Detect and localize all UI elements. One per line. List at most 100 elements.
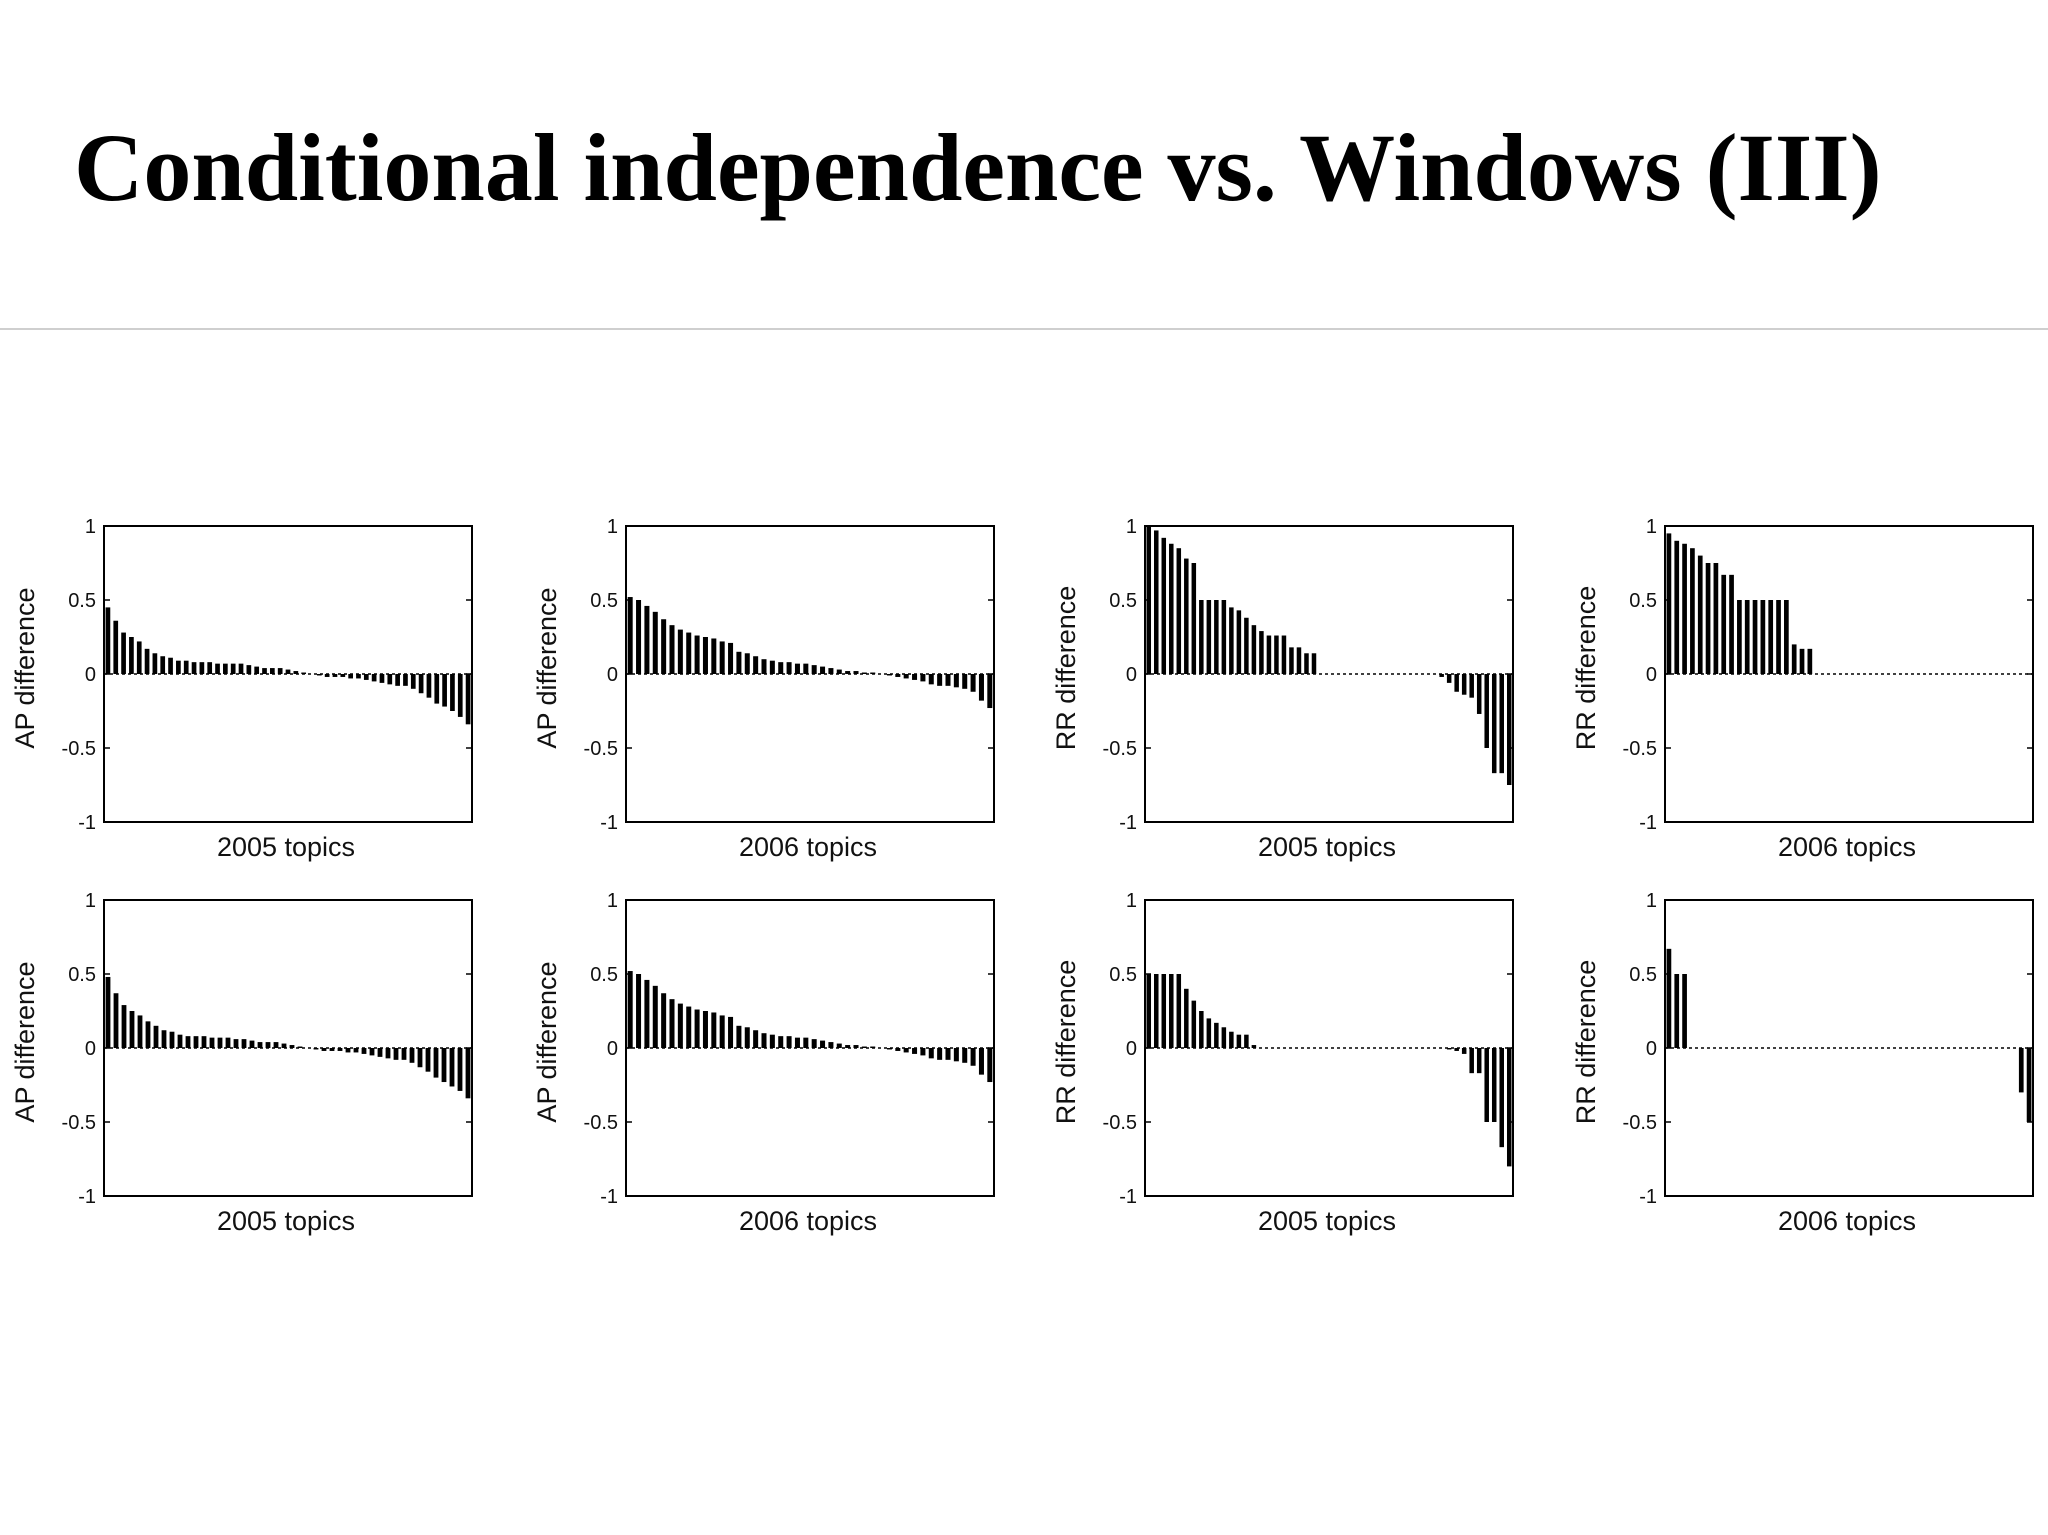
bar — [1274, 635, 1279, 674]
bar — [702, 637, 708, 674]
y-tick-label: -1 — [600, 1186, 618, 1208]
bar — [332, 674, 338, 677]
bar — [225, 1037, 231, 1048]
bar — [1221, 1027, 1227, 1048]
bar — [920, 1048, 926, 1056]
bar — [636, 974, 642, 1048]
bar — [433, 1048, 439, 1078]
y-tick-label: 0 — [85, 1038, 96, 1060]
bar — [1491, 1048, 1497, 1122]
bar — [238, 663, 244, 674]
bar — [1281, 635, 1287, 674]
bar — [1721, 574, 1727, 674]
bar — [627, 971, 633, 1048]
bar — [661, 993, 667, 1048]
y-tick-label: 1 — [607, 516, 618, 538]
y-axis-label: RR difference — [1051, 960, 1081, 1125]
bar — [962, 1048, 968, 1063]
bar — [761, 659, 767, 674]
bar-chart-1: 1 0.5 0 -0.5 -1 2005 topics AP difference — [10, 516, 473, 862]
bar — [811, 665, 817, 674]
bar — [978, 674, 984, 701]
bar — [324, 674, 330, 677]
bar — [233, 1039, 239, 1048]
bar — [711, 638, 717, 674]
bar — [644, 605, 650, 674]
y-tick-label: 1 — [1646, 516, 1657, 538]
bar — [457, 674, 463, 717]
bar — [861, 1046, 867, 1048]
bar — [1737, 600, 1742, 674]
bar — [403, 674, 408, 686]
bar — [363, 674, 369, 680]
bar — [886, 1048, 892, 1050]
y-axis-label: RR difference — [1051, 586, 1081, 751]
bar — [1446, 1048, 1452, 1050]
y-tick-label: 0 — [1126, 1038, 1137, 1060]
bar — [161, 1030, 167, 1048]
bar — [262, 668, 267, 674]
bar — [811, 1039, 817, 1048]
bar — [1296, 647, 1302, 674]
bar — [945, 1048, 951, 1060]
y-tick-label: -0.5 — [1623, 1112, 1657, 1134]
bar-chart-7: 1 0.5 0 -0.5 -1 2005 topics RR difference — [1051, 890, 1514, 1236]
bar — [293, 671, 299, 674]
bar — [183, 660, 189, 674]
bar — [1484, 1048, 1489, 1122]
bar — [273, 1042, 279, 1048]
bar — [450, 674, 455, 711]
y-tick-label: -0.5 — [1103, 738, 1137, 760]
bar — [129, 1011, 135, 1048]
bar — [152, 653, 158, 674]
y-tick-label: 0.5 — [1629, 964, 1657, 986]
bar — [794, 1037, 800, 1048]
bar — [1169, 974, 1174, 1048]
bar — [1154, 530, 1159, 674]
bar — [345, 1048, 351, 1053]
bar — [193, 1036, 199, 1048]
bar — [168, 657, 173, 674]
bar — [1744, 600, 1750, 674]
bar — [1221, 600, 1227, 674]
bar — [418, 674, 424, 694]
title-divider — [0, 328, 2048, 330]
bar — [937, 1048, 943, 1060]
bar — [1666, 948, 1672, 1048]
bar — [945, 674, 951, 686]
bar-chart-6: 1 0.5 0 -0.5 -1 2006 topics AP difference — [532, 890, 995, 1236]
bar — [457, 1048, 463, 1091]
bar — [1491, 674, 1497, 774]
bar — [728, 1016, 734, 1048]
bar — [1259, 631, 1264, 674]
bar — [361, 1048, 367, 1054]
x-axis-label: 2006 topics — [1778, 1206, 1916, 1236]
y-tick-label: 0 — [1646, 1038, 1657, 1060]
y-axis-label: RR difference — [1571, 960, 1601, 1125]
bar — [686, 1006, 692, 1048]
bar — [297, 1046, 303, 1048]
bar-chart-3: 1 0.5 0 -0.5 -1 2005 topics RR difference — [1051, 516, 1514, 862]
bar — [845, 671, 851, 674]
bar — [953, 1048, 959, 1062]
bar — [1176, 974, 1182, 1048]
bar — [820, 666, 826, 674]
bar — [442, 674, 447, 707]
bar — [449, 1048, 455, 1087]
bar — [340, 674, 346, 677]
bar — [356, 674, 361, 679]
bar — [369, 1048, 375, 1056]
bar — [870, 1046, 876, 1048]
bar — [895, 674, 901, 677]
bar — [803, 1037, 809, 1048]
bar — [246, 665, 252, 674]
bar — [970, 674, 976, 692]
bar — [385, 1048, 391, 1059]
bar — [285, 669, 291, 674]
bar — [786, 1036, 792, 1048]
bar — [1674, 540, 1680, 674]
bar — [769, 660, 775, 674]
y-tick-label: 0.5 — [68, 590, 96, 612]
bar — [828, 1042, 834, 1048]
bar — [329, 1048, 335, 1051]
